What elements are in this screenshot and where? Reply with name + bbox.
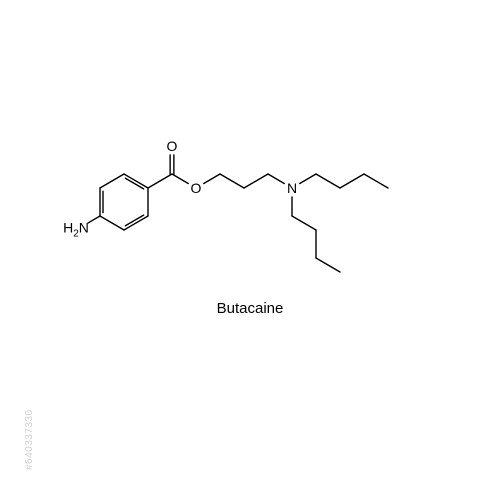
molecule-svg — [0, 0, 500, 500]
atom-label-oe: O — [191, 181, 202, 195]
diagram-container: H2N O O N Butacaine #640337330 — [0, 0, 500, 500]
compound-caption: Butacaine — [0, 300, 500, 317]
stock-watermark: #640337330 — [24, 409, 35, 470]
atom-label-od: O — [167, 139, 178, 153]
atom-label-nh2: H2N — [63, 221, 89, 240]
atom-label-n: N — [287, 181, 297, 195]
